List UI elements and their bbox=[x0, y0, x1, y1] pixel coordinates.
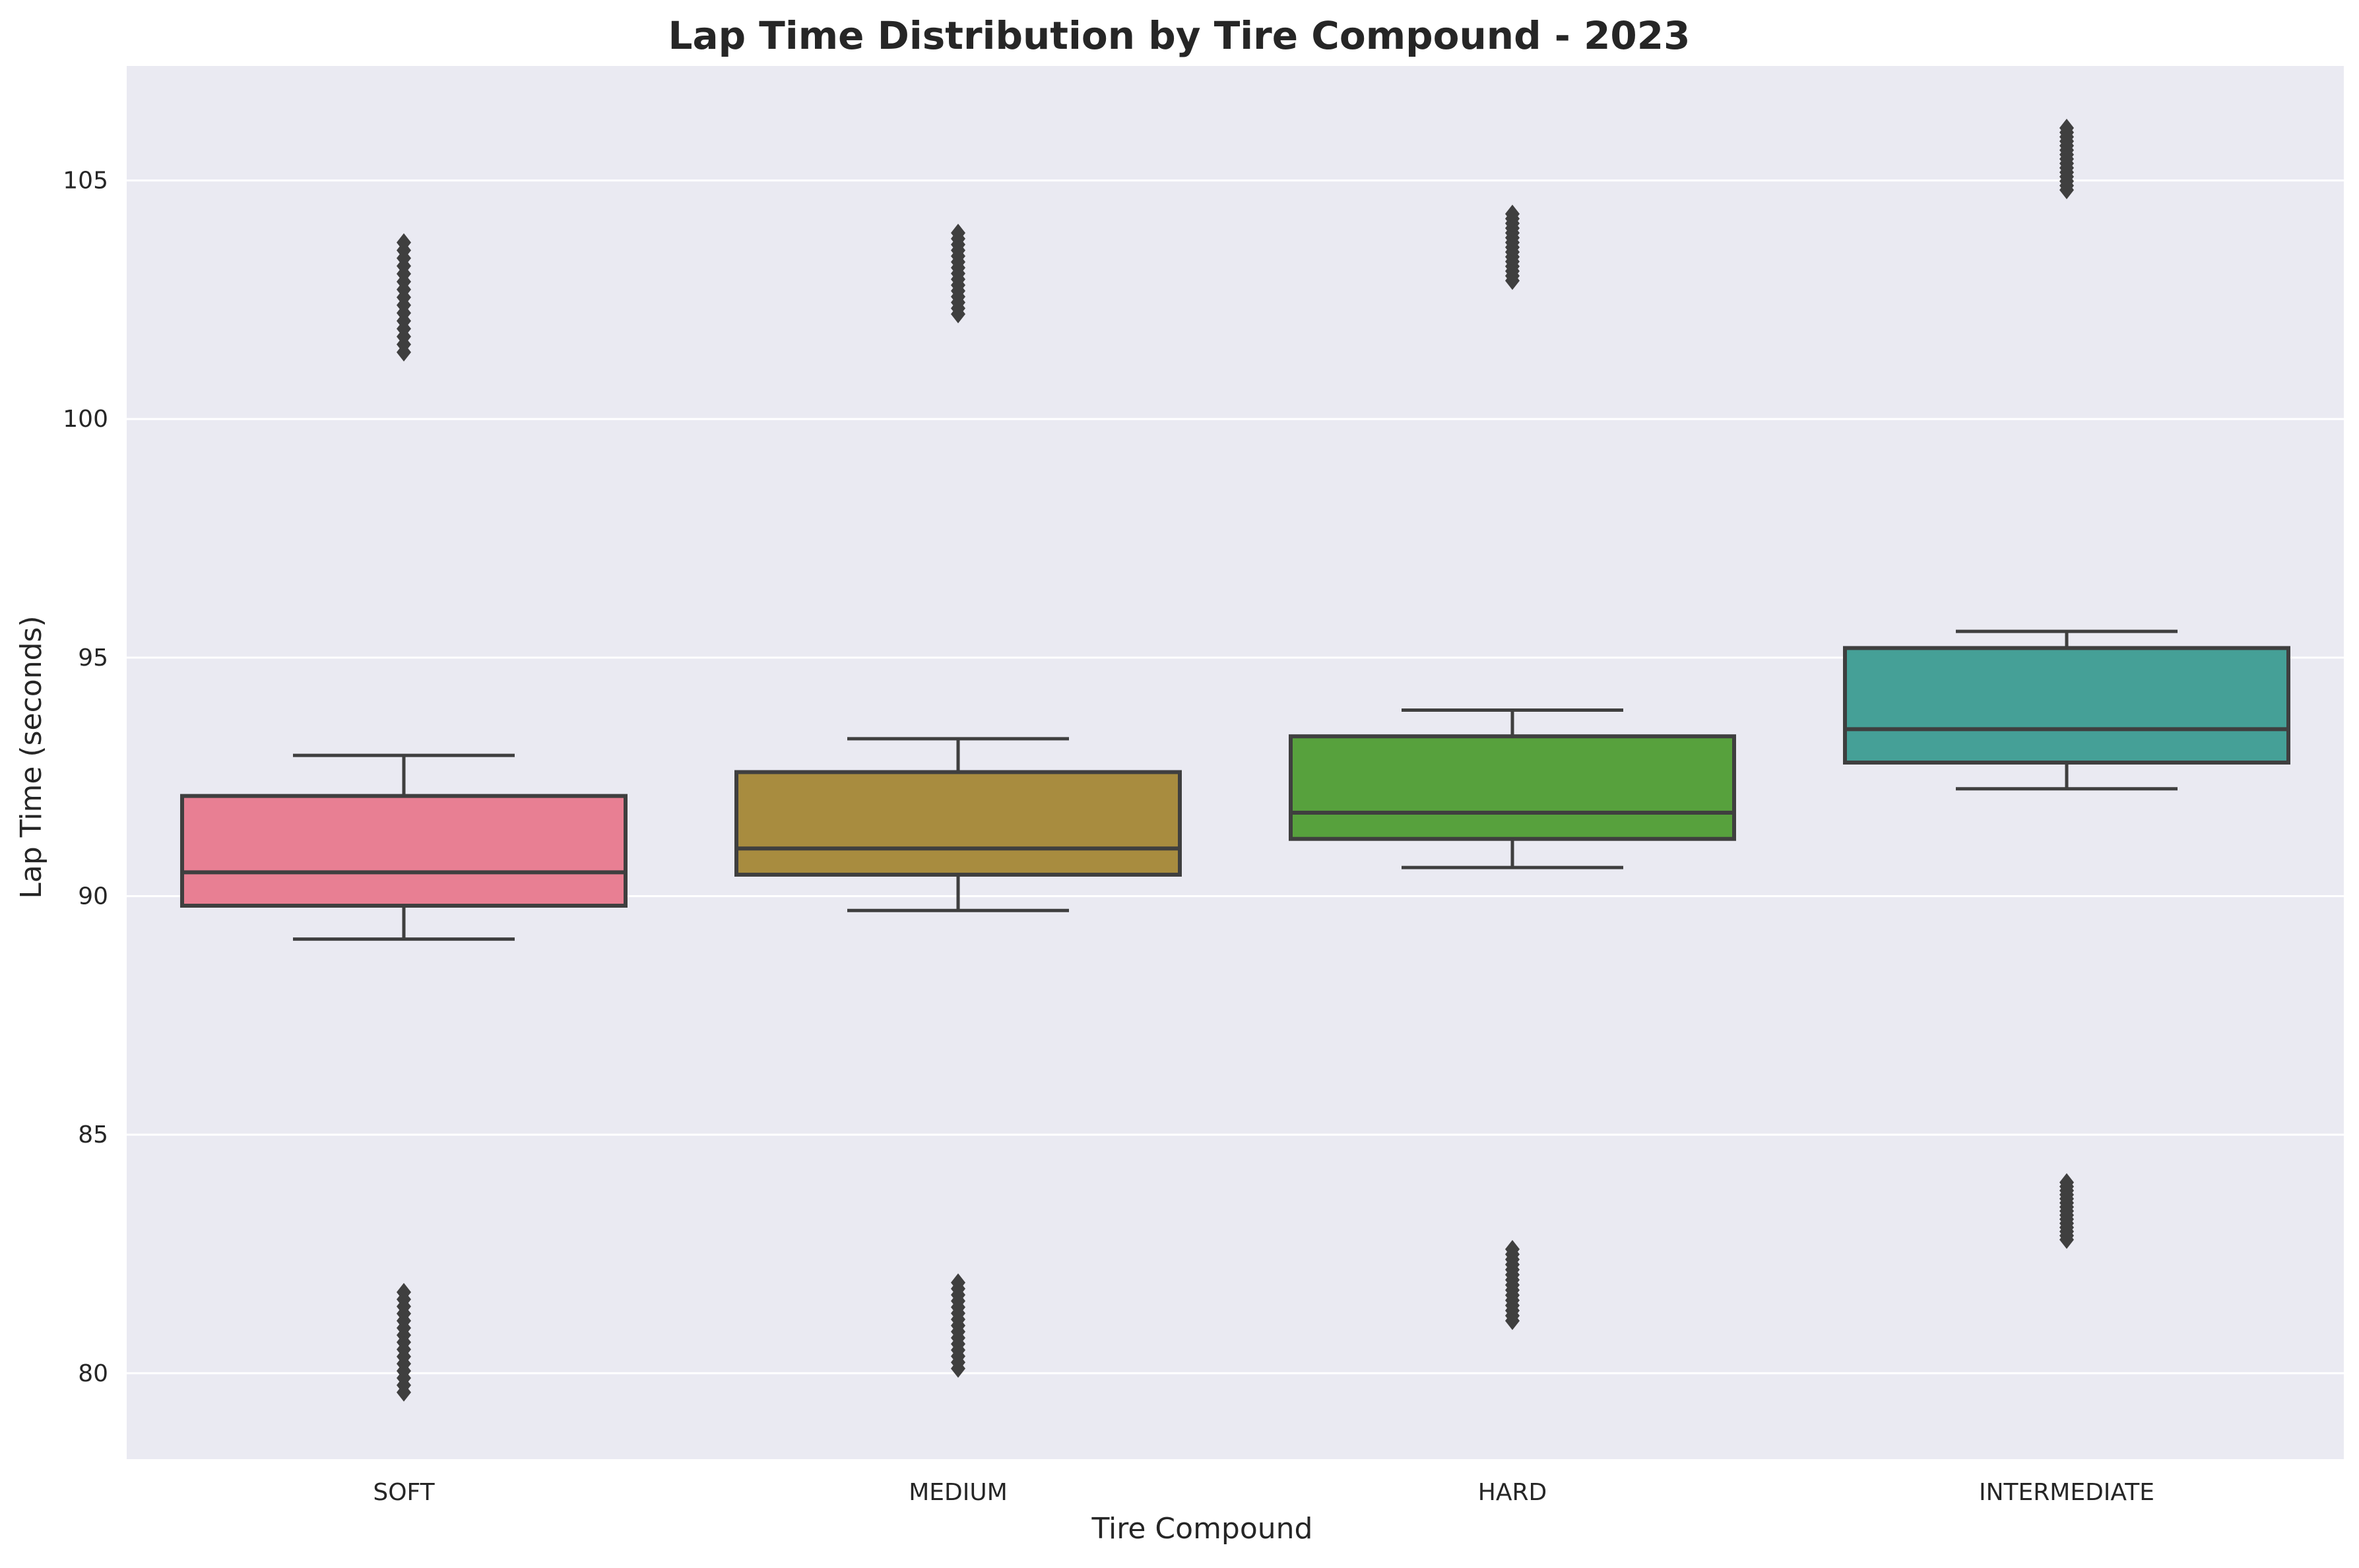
outlier-marker-low bbox=[2059, 1173, 2074, 1192]
y-tick-label: 90 bbox=[78, 883, 108, 910]
box-hard bbox=[1289, 204, 1736, 1331]
outlier-marker-high bbox=[2059, 119, 2074, 138]
box-iqr bbox=[1289, 734, 1736, 841]
y-tick-label: 80 bbox=[78, 1360, 108, 1387]
tick-labels: 80 85 90 95 100 105 SOFT MEDIUM HARD INTERMEDIATE bbox=[63, 168, 2154, 1506]
chart-title: Lap Time Distribution by Tire Compound -… bbox=[668, 13, 1690, 58]
box-iqr bbox=[734, 770, 1182, 877]
y-axis-label: Lap Time (seconds) bbox=[15, 615, 48, 898]
outlier-marker-low bbox=[1505, 1239, 1520, 1259]
x-tick-label: HARD bbox=[1478, 1479, 1547, 1506]
x-tick-label: MEDIUM bbox=[909, 1479, 1008, 1506]
box-soft bbox=[180, 233, 628, 1402]
box-iqr bbox=[1843, 646, 2290, 765]
outlier-marker-high bbox=[951, 224, 965, 243]
outlier-marker-low bbox=[397, 1282, 411, 1301]
x-tick-label: SOFT bbox=[373, 1479, 435, 1506]
box-intermediate bbox=[1843, 119, 2290, 1249]
outlier-marker-high bbox=[397, 233, 411, 252]
y-tick-label: 100 bbox=[63, 406, 108, 433]
x-axis-label: Tire Compound bbox=[1091, 1512, 1313, 1546]
outlier-marker-low bbox=[951, 1273, 965, 1292]
boxes bbox=[180, 119, 2290, 1402]
outlier-marker-high bbox=[1505, 204, 1520, 224]
y-tick-label: 85 bbox=[78, 1121, 108, 1148]
y-tick-label: 95 bbox=[78, 644, 108, 672]
box-iqr bbox=[180, 794, 628, 908]
y-tick-label: 105 bbox=[63, 168, 108, 195]
box-medium bbox=[734, 224, 1182, 1378]
x-tick-label: INTERMEDIATE bbox=[1979, 1479, 2154, 1506]
